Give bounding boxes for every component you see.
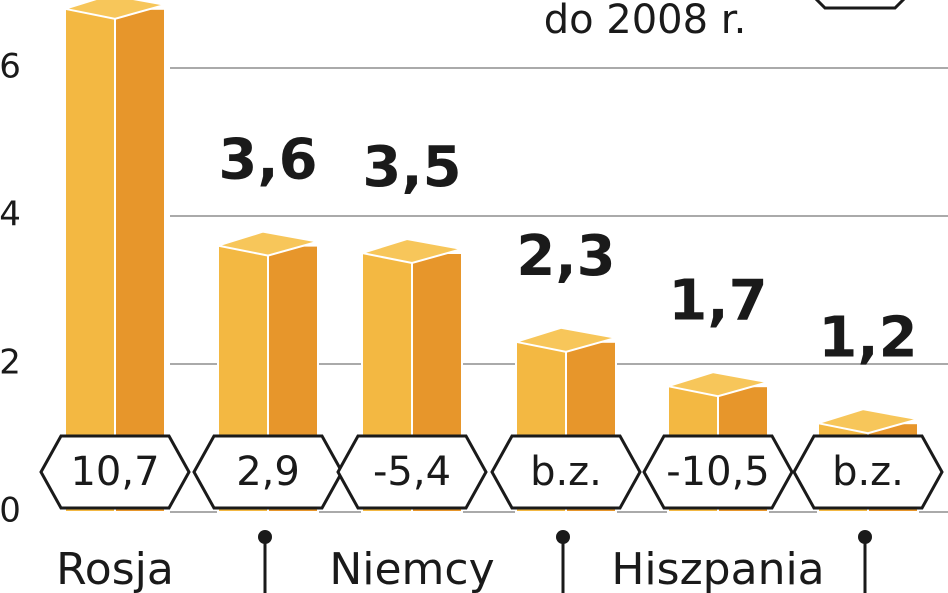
value-label: 1,2	[818, 305, 917, 370]
change-label: 10,7	[70, 449, 159, 495]
value-label: 3,5	[362, 135, 461, 200]
x-tick-label: Rosja	[56, 544, 174, 593]
change-label: b.z.	[530, 449, 602, 495]
change-badge	[336, 434, 488, 510]
change-badge	[642, 434, 794, 510]
label-pin-head	[258, 530, 272, 544]
label-pin-head	[858, 530, 872, 544]
value-label: 1,7	[668, 268, 767, 333]
annotation: do 2008 r.	[544, 0, 747, 43]
y-tick-label: 0	[0, 491, 21, 531]
value-label: 2,3	[516, 224, 615, 289]
value-label: 3,6	[218, 128, 317, 193]
bar-face	[64, 7, 116, 514]
change-label: -5,4	[373, 449, 451, 495]
legend-icon	[814, 0, 906, 10]
bar-face	[64, 0, 166, 20]
x-tick-label: Niemcy	[329, 544, 494, 593]
bar	[64, 0, 166, 514]
bar-face	[361, 237, 463, 265]
label-pin-head	[556, 530, 570, 544]
x-tick-label: Hiszpania	[611, 544, 824, 593]
y-tick-label: 6	[0, 47, 21, 87]
y-tick-label: 4	[0, 195, 21, 235]
change-label: 2,9	[236, 449, 300, 495]
bar-face	[217, 230, 319, 257]
change-badge	[792, 434, 944, 510]
change-badge	[490, 434, 642, 510]
bar-face	[817, 408, 919, 435]
bar-face	[515, 326, 617, 353]
y-tick-label: 2	[0, 343, 21, 383]
bar-face	[667, 371, 769, 398]
bar-face	[114, 7, 166, 514]
change-label: b.z.	[832, 449, 904, 495]
change-badge	[39, 434, 191, 510]
change-label: -10,5	[666, 449, 770, 495]
